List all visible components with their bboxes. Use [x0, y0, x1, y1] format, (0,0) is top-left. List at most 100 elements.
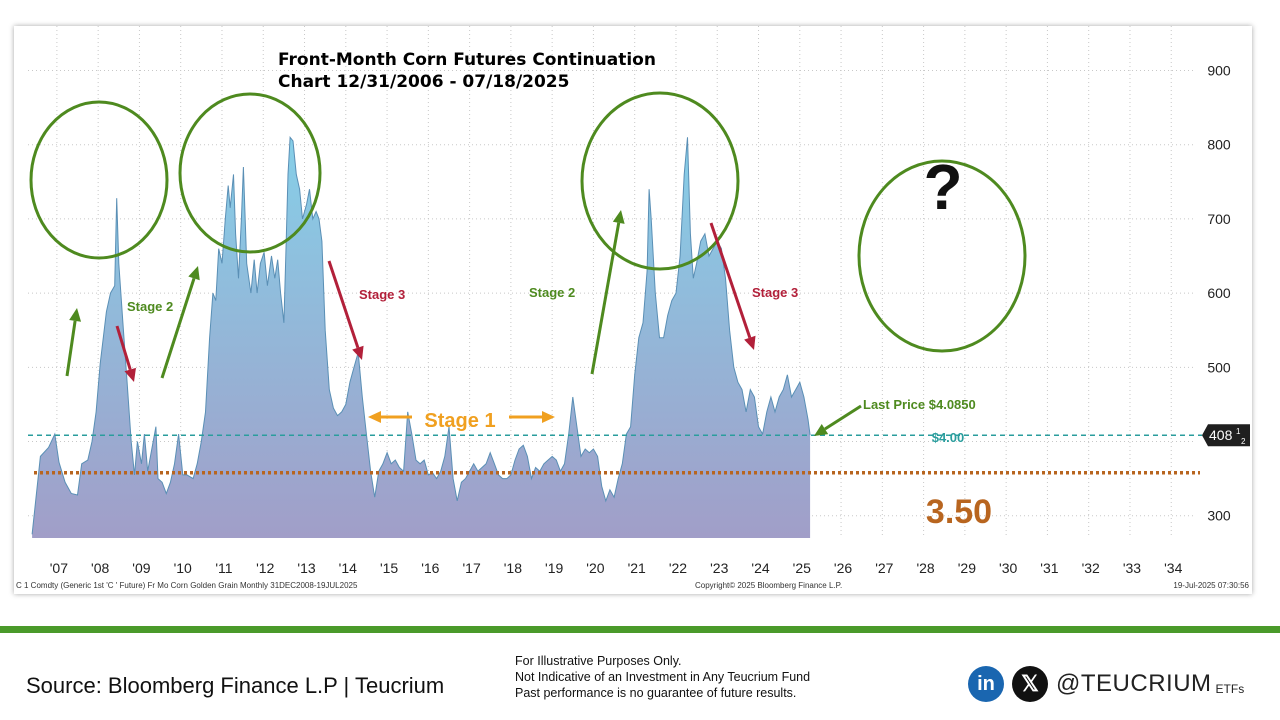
arrow-shaft [160, 277, 196, 379]
x-tick-label: '23 [710, 560, 728, 576]
x-tick-label: '17 [462, 560, 480, 576]
last-price-badge [1202, 424, 1250, 447]
x-tick-label: '26 [834, 560, 852, 576]
x-tick-label: '24 [751, 560, 769, 576]
y-tick-label: 700 [1207, 211, 1231, 227]
x-icon[interactable]: 𝕏 [1012, 666, 1048, 702]
x-tick-label: '20 [586, 560, 604, 576]
chart-text: Front-Month Corn Futures Continuation Ch… [16, 50, 1250, 590]
annotations: $4.00 3.50? Stage 2 Stage 3 Stage 1 Stage 2 St… [29, 91, 1250, 531]
x-tick-label: '28 [916, 560, 934, 576]
teucrium-handle: @TEUCRIUM [1056, 670, 1212, 697]
source-text: Source: Bloomberg Finance L.P | Teucrium [26, 673, 445, 698]
stage1-arrow-right [509, 411, 555, 423]
stage1-label: Stage 1 [424, 410, 495, 432]
arrow-head [352, 345, 364, 360]
x-tick-label: '30 [999, 560, 1017, 576]
x-tick-label: '21 [628, 560, 646, 576]
footer-timestamp: 19-Jul-2025 07:30:56 [1173, 581, 1249, 590]
question-mark: ? [923, 151, 962, 223]
three-fifty-label: 3.50 [926, 493, 992, 531]
price-line [31, 135, 811, 535]
disclaimer-line: For Illustrative Purposes Only. [515, 654, 682, 668]
arrow-shaft [327, 260, 360, 349]
stage1-arrow-left [368, 411, 412, 423]
arrow-shaft [115, 325, 132, 370]
highlight-circle [580, 91, 740, 271]
x-tick-label: '29 [958, 560, 976, 576]
arrow-head [744, 335, 756, 350]
arrow-head [612, 210, 625, 224]
axis-labels: 300 500 600 700 800 900 '07 '08 '09 '10 '11 '12 '13 '… [50, 63, 1231, 576]
arrow-shaft [65, 320, 77, 377]
disclaimer-line: Past performance is no guarantee of futu… [515, 686, 797, 700]
x-tick-label: '25 [793, 560, 811, 576]
red-arrow [327, 260, 364, 360]
chart-title-line1: Front-Month Corn Futures Continuation [278, 50, 656, 70]
stage2-right-label: Stage 2 [529, 285, 575, 300]
highlight-circle [29, 100, 169, 260]
x-tick-label: '16 [421, 560, 439, 576]
divider-bar [0, 626, 1280, 633]
linkedin-icon[interactable]: in [968, 666, 1004, 702]
x-tick-label: '08 [91, 560, 109, 576]
arrow-head [124, 367, 136, 382]
stage3-right-label: Stage 3 [752, 285, 798, 300]
green-arrow [65, 308, 82, 377]
x-tick-label: '12 [256, 560, 274, 576]
chart-panel: 300 500 600 700 800 900 '07 '08 '09 '10 '11 '12 '13 '… [14, 26, 1252, 594]
disclaimer-line: Not Indicative of an Investment in Any T… [515, 670, 811, 684]
social-links: in 𝕏 @TEUCRIUM ETFs [968, 666, 1244, 702]
x-tick-label: '13 [297, 560, 315, 576]
footer-copyright: Copyright© 2025 Bloomberg Finance L.P. [695, 581, 842, 590]
x-tick-label: '11 [215, 560, 232, 576]
y-tick-label: 500 [1207, 359, 1231, 375]
y-tick-label: 800 [1207, 137, 1231, 153]
red-arrow [709, 222, 756, 350]
y-tick-label: 300 [1207, 508, 1231, 524]
reference-lines [28, 434, 1202, 475]
etfs-label: ETFs [1215, 682, 1245, 696]
x-tick-label: '34 [1164, 560, 1182, 576]
y-tick-label: 900 [1207, 63, 1231, 79]
x-tick-label: '18 [504, 560, 522, 576]
area-layer [31, 135, 811, 539]
chart-title-line2: Chart 12/31/2006 - 07/18/2025 [278, 72, 569, 92]
arrow-shaft [709, 222, 752, 339]
arrow-head [69, 308, 82, 322]
arrow-shaft [590, 222, 621, 375]
last-price-badge-denominator: 2 [1241, 437, 1246, 446]
last-price-label: Last Price $4.0850 [863, 397, 976, 412]
arrow-shaft [824, 404, 862, 431]
x-tick-label: '07 [50, 560, 68, 576]
last-price-badge-numerator: 1 [1236, 427, 1241, 436]
x-tick-label: '10 [174, 560, 192, 576]
x-tick-label: '33 [1123, 560, 1141, 576]
x-tick-label: '22 [669, 560, 687, 576]
last-price-arrow [814, 404, 862, 436]
x-tick-label: '14 [339, 560, 357, 576]
last-price-badge-value: 408 [1209, 427, 1233, 443]
disclaimer: For Illustrative Purposes Only. Not Indi… [515, 653, 810, 701]
arrow-head [542, 411, 555, 423]
arrow-head [188, 266, 200, 281]
x-tick-label: '32 [1082, 560, 1100, 576]
x-tick-label: '19 [545, 560, 563, 576]
x-tick-label: '27 [875, 560, 893, 576]
y-tick-label: 600 [1207, 285, 1231, 301]
price-area [32, 137, 811, 539]
green-arrow [160, 266, 200, 379]
corn-futures-chart: 300 500 600 700 800 900 '07 '08 '09 '10 '11 '12 '13 '… [16, 26, 1250, 590]
arrow-head [814, 423, 829, 436]
highlight-circle [178, 92, 322, 254]
arrow-head [368, 411, 381, 423]
x-tick-label: '15 [380, 560, 398, 576]
green-arrow [590, 210, 625, 375]
stage3-left-label: Stage 3 [359, 287, 405, 302]
highlight-circle [857, 159, 1027, 353]
stage2-left-label: Stage 2 [127, 299, 173, 314]
red-arrow [115, 325, 136, 382]
x-tick-label: '31 [1040, 560, 1058, 576]
footer-left-caption: C 1 Comdty (Generic 1st 'C ' Future) Fr … [16, 581, 358, 590]
four-dollar-label: $4.00 [932, 430, 965, 445]
